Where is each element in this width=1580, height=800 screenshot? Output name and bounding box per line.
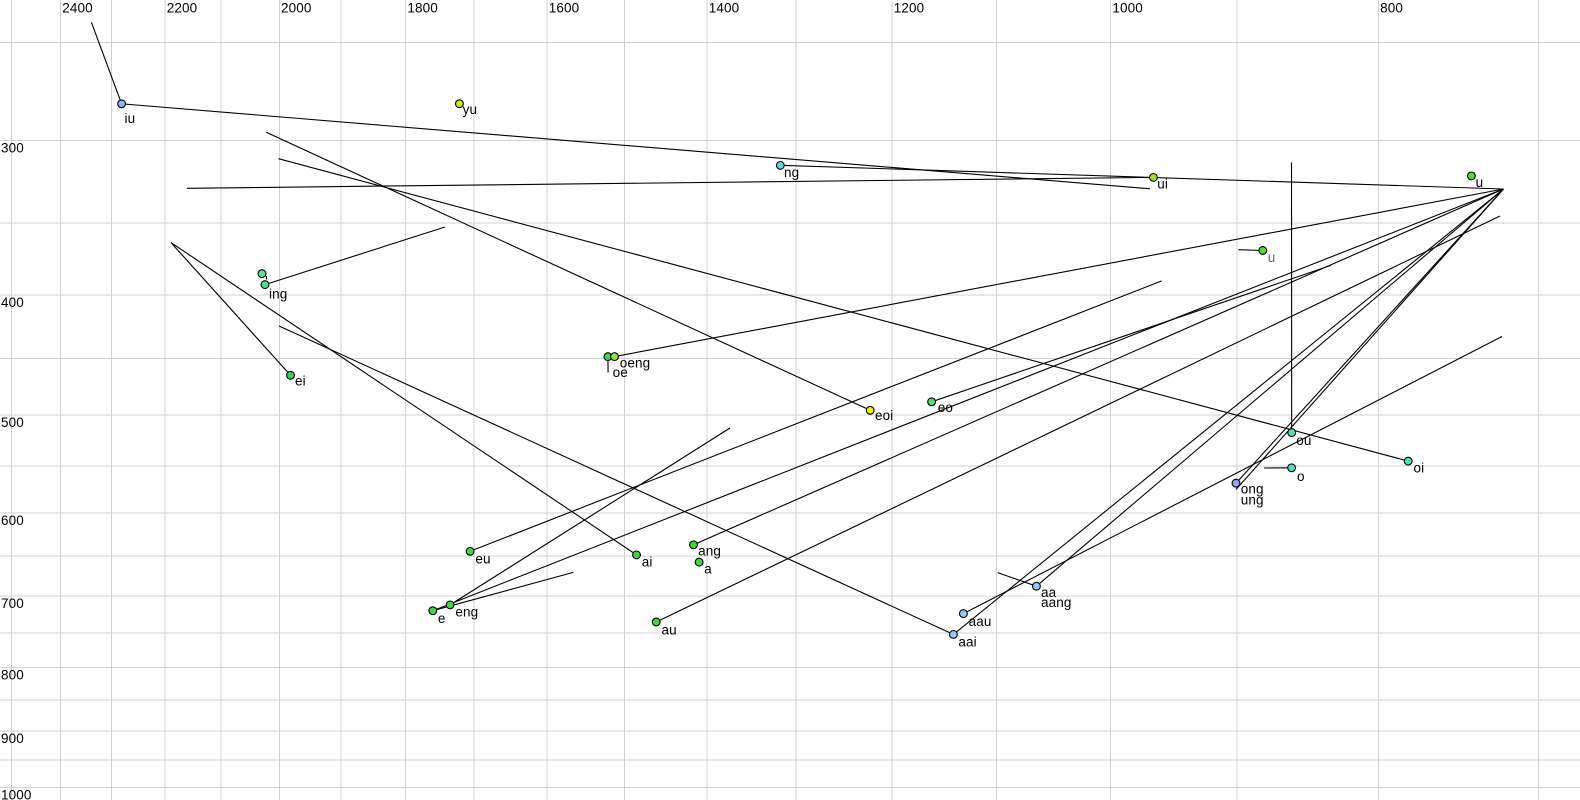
svg-text:300: 300 [1, 140, 24, 155]
svg-text:yu: yu [463, 102, 478, 117]
svg-text:ui: ui [1157, 177, 1168, 192]
svg-text:ong: ong [1241, 481, 1264, 496]
svg-text:1000: 1000 [1, 788, 32, 800]
svg-text:eoi: eoi [875, 408, 893, 423]
svg-text:2000: 2000 [281, 0, 312, 15]
svg-text:oi: oi [1414, 461, 1425, 476]
svg-text:500: 500 [1, 415, 24, 430]
svg-text:u: u [1476, 175, 1484, 190]
svg-text:2400: 2400 [62, 0, 93, 15]
svg-text:700: 700 [1, 596, 24, 611]
svg-text:ung: ung [1241, 492, 1264, 507]
svg-text:e: e [438, 611, 446, 626]
svg-text:eu: eu [475, 552, 490, 567]
svg-text:ou: ou [1296, 433, 1311, 448]
svg-text:aa: aa [1041, 585, 1057, 600]
svg-text:iu: iu [125, 111, 136, 126]
svg-text:800: 800 [1380, 0, 1403, 15]
svg-text:ei: ei [295, 374, 306, 389]
svg-text:o: o [1297, 469, 1305, 484]
svg-text:900: 900 [1, 731, 24, 746]
svg-text:1600: 1600 [549, 0, 580, 15]
svg-text:ai: ai [642, 555, 653, 570]
svg-text:a: a [704, 561, 712, 576]
svg-text:2200: 2200 [167, 0, 198, 15]
svg-text:1000: 1000 [1112, 0, 1143, 15]
svg-text:1400: 1400 [709, 0, 740, 15]
svg-text:aai: aai [958, 634, 976, 649]
svg-text:u: u [1268, 250, 1276, 265]
svg-text:au: au [662, 623, 677, 638]
svg-text:eng: eng [455, 605, 478, 620]
svg-text:oeng: oeng [620, 356, 651, 371]
svg-text:400: 400 [1, 295, 24, 310]
svg-text:1800: 1800 [407, 0, 438, 15]
svg-text:1200: 1200 [894, 0, 925, 15]
svg-text:800: 800 [1, 668, 24, 683]
svg-text:aang: aang [1041, 595, 1072, 610]
svg-text:600: 600 [1, 513, 24, 528]
svg-text:ang: ang [698, 544, 721, 559]
svg-text:oe: oe [613, 365, 628, 380]
svg-text:eo: eo [938, 400, 953, 415]
svg-text:ng: ng [784, 165, 799, 180]
svg-text:aau: aau [969, 614, 992, 629]
svg-text:ing: ing [269, 286, 287, 301]
